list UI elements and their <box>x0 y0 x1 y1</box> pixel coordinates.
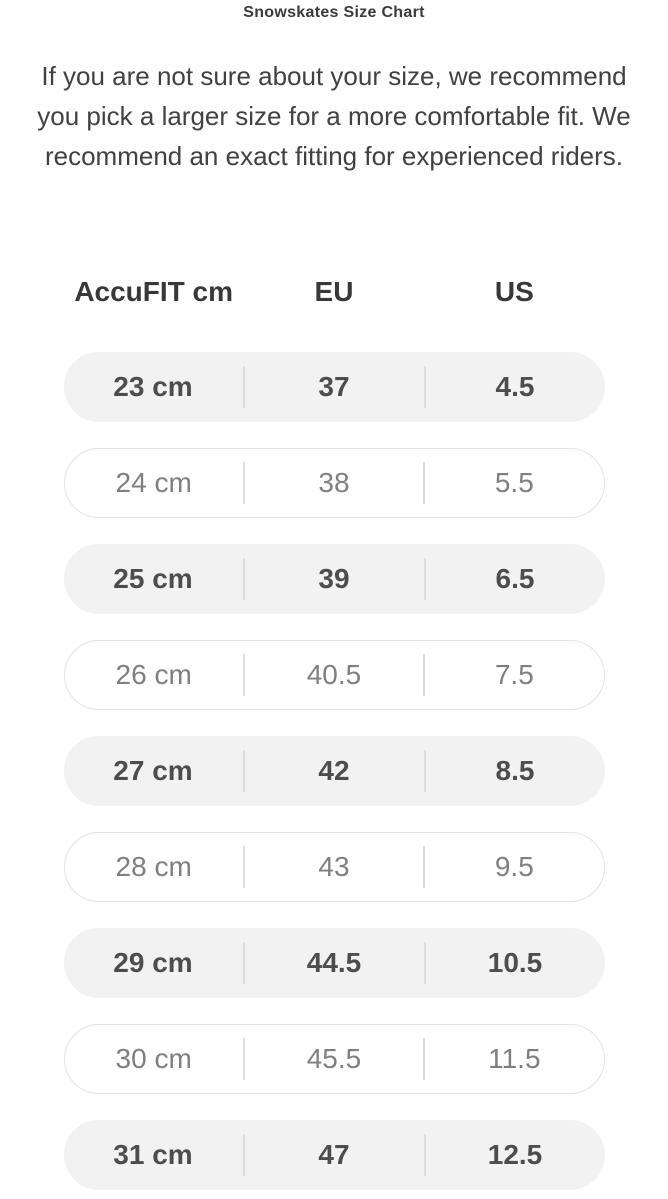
page-title: Snowskates Size Chart <box>243 4 425 21</box>
column-divider <box>242 558 245 600</box>
accufit-cm-value: 24 cm <box>115 467 192 498</box>
eu-size-value: 44.5 <box>306 947 362 978</box>
column-divider <box>423 366 426 408</box>
eu-size-value: 38 <box>318 467 350 498</box>
column-divider <box>423 750 426 792</box>
size-row: 31 cm 47 12.5 <box>63 1120 605 1190</box>
accufit-cm-value: 26 cm <box>115 659 192 690</box>
us-size-value: 12.5 <box>487 1139 543 1170</box>
accufit-cm-value: 27 cm <box>113 755 193 786</box>
eu-size-value: 47 <box>318 1139 350 1170</box>
us-size-value: 11.5 <box>488 1043 541 1074</box>
column-divider <box>242 846 245 888</box>
accufit-cm-value: 31 cm <box>113 1139 193 1170</box>
column-divider <box>242 750 245 792</box>
column-divider <box>423 1038 426 1080</box>
size-row: 30 cm 45.5 11.5 <box>63 1024 605 1094</box>
us-size-value: 10.5 <box>487 947 543 978</box>
us-size-value: 4.5 <box>495 371 535 402</box>
size-row: 29 cm 44.5 10.5 <box>63 928 605 998</box>
eu-size-value: 45.5 <box>306 1043 362 1074</box>
us-size-value: 8.5 <box>495 755 535 786</box>
us-size-value: 6.5 <box>495 563 535 594</box>
column-divider <box>423 1134 426 1176</box>
column-divider <box>242 942 245 984</box>
column-divider <box>423 942 426 984</box>
us-size-value: 5.5 <box>494 467 534 498</box>
eu-size-value: 37 <box>318 371 350 402</box>
column-divider <box>242 654 245 696</box>
size-chart-page: Snowskates Size Chart If you are not sur… <box>0 3 668 1199</box>
intro-text: If you are not sure about your size, we … <box>37 61 631 171</box>
size-row: 28 cm 43 9.5 <box>63 832 605 902</box>
accufit-cm-value: 28 cm <box>115 851 192 882</box>
size-row: 24 cm 38 5.5 <box>63 448 605 518</box>
size-row: 25 cm 39 6.5 <box>63 544 605 614</box>
accufit-cm-value: 23 cm <box>113 371 193 402</box>
column-divider <box>423 846 426 888</box>
column-header-us: US <box>494 276 534 307</box>
size-row: 23 cm 37 4.5 <box>63 352 605 422</box>
column-header-eu: EU <box>314 276 354 307</box>
column-header-accufit-cm: AccuFIT cm <box>74 276 234 307</box>
size-row: 26 cm 40.5 7.5 <box>63 640 605 710</box>
column-divider <box>242 366 245 408</box>
eu-size-value: 43 <box>318 851 350 882</box>
column-divider <box>242 1038 245 1080</box>
accufit-cm-value: 25 cm <box>113 563 193 594</box>
column-divider <box>423 558 426 600</box>
accufit-cm-value: 29 cm <box>113 947 193 978</box>
eu-size-value: 42 <box>318 755 350 786</box>
column-divider <box>242 462 245 504</box>
size-chart-rows: 23 cm 37 4.5 24 cm 38 5.5 25 cm 39 6.5 2… <box>63 352 605 1190</box>
accufit-cm-value: 30 cm <box>115 1043 192 1074</box>
size-chart-header-row: AccuFIT cm EU US <box>64 274 605 310</box>
size-row: 27 cm 42 8.5 <box>63 736 605 806</box>
column-divider <box>423 654 426 696</box>
eu-size-value: 40.5 <box>306 659 362 690</box>
column-divider <box>242 1134 245 1176</box>
column-divider <box>423 462 426 504</box>
us-size-value: 9.5 <box>494 851 534 882</box>
eu-size-value: 39 <box>318 563 350 594</box>
size-chart-table: AccuFIT cm EU US 23 cm 37 4.5 24 cm 38 5… <box>63 274 605 1190</box>
us-size-value: 7.5 <box>494 659 534 690</box>
